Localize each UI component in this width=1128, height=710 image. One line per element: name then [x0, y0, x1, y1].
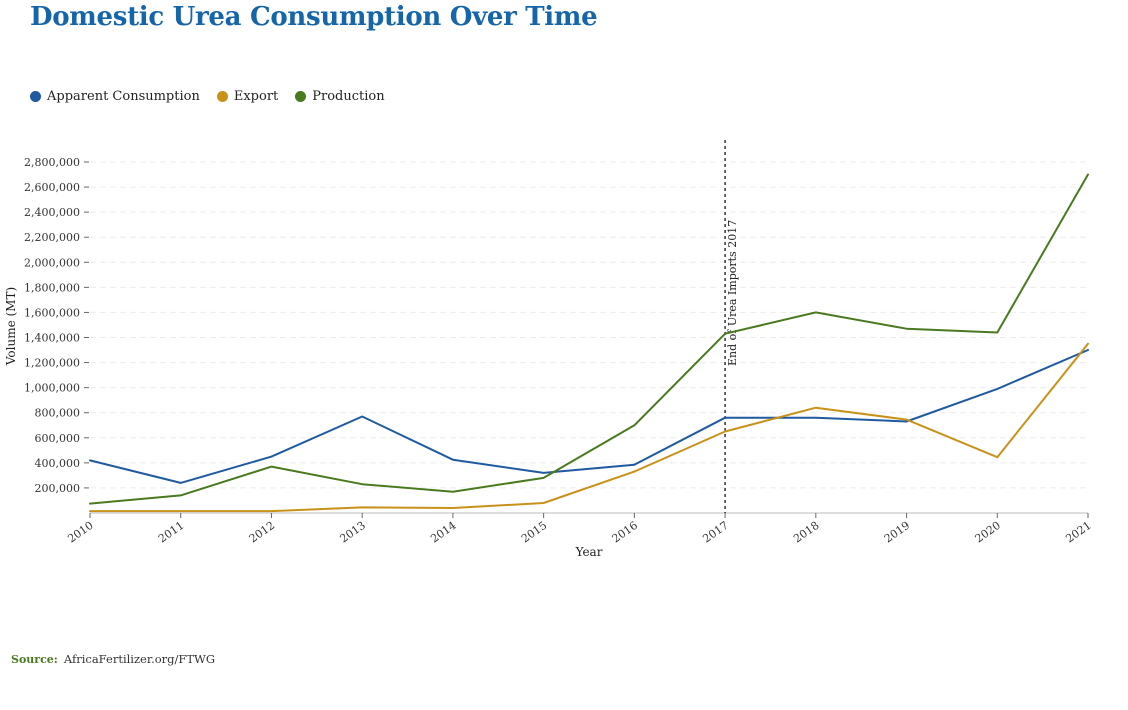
chart-title: Domestic Urea Consumption Over Time	[30, 2, 598, 32]
y-tick-label: 1,000,000	[24, 382, 80, 395]
legend-label-export: Export	[233, 89, 279, 104]
x-axis-label: Year	[575, 545, 603, 559]
y-tick-label: 2,000,000	[24, 256, 80, 269]
y-tick-label: 1,800,000	[24, 281, 80, 294]
x-tick-label: 2016	[610, 519, 640, 546]
x-tick-label: 2010	[65, 519, 95, 546]
y-axis-label: Volume (MT)	[4, 287, 18, 366]
y-tick-label: 2,600,000	[24, 181, 80, 194]
x-tick-label: 2019	[882, 519, 912, 546]
y-tick-label: 2,800,000	[24, 156, 80, 169]
x-tick-label: 2017	[700, 519, 730, 546]
series-line-apparent-consumption[interactable]	[89, 349, 1089, 484]
legend-dot-apparent-consumption	[30, 91, 41, 102]
legend-dot-production	[295, 91, 307, 102]
grid-layer	[90, 161, 1088, 489]
x-tick-label: 2011	[156, 519, 186, 546]
line-chart: 200,000 400,000 600,000 800,000 1,000,000 1,2…	[4, 140, 1094, 559]
x-tick-label: 2018	[791, 519, 821, 546]
x-tick-label: 2014	[428, 519, 458, 546]
x-tick-label: 2012	[247, 519, 277, 546]
series-layer	[89, 173, 1089, 513]
y-tick-label: 200,000	[35, 482, 81, 495]
y-tick-label: 600,000	[35, 432, 81, 445]
y-tick-label: 1,400,000	[24, 332, 80, 345]
legend-label-apparent-consumption: Apparent Consumption	[47, 89, 200, 104]
source-note: Source: AfricaFertilizer.org/FTWG	[11, 652, 215, 666]
x-tick-label: 2021	[1063, 519, 1093, 546]
legend-item-apparent-consumption[interactable]: Apparent Consumption	[30, 89, 200, 104]
axis-layer: 200,000 400,000 600,000 800,000 1,000,000 1,2…	[24, 156, 1094, 546]
series-line-export[interactable]	[89, 342, 1089, 513]
annotation-label: End of Urea Imports 2017	[726, 220, 739, 366]
x-tick-label: 2015	[519, 519, 549, 546]
x-tick-label: 2013	[338, 519, 368, 546]
annotation-layer: End of Urea Imports 2017	[724, 140, 739, 513]
series-line-production[interactable]	[89, 173, 1089, 505]
x-tick-label: 2020	[973, 519, 1003, 546]
y-tick-label: 1,600,000	[24, 306, 80, 319]
y-tick-label: 2,400,000	[24, 206, 80, 219]
legend-item-export[interactable]: Export	[216, 89, 279, 104]
y-tick-label: 1,200,000	[24, 357, 80, 370]
y-tick-label: 400,000	[35, 457, 81, 470]
y-tick-label: 800,000	[35, 407, 81, 420]
legend-label-production: Production	[312, 89, 385, 104]
y-tick-label: 2,200,000	[24, 231, 80, 244]
source-text: AfricaFertilizer.org/FTWG	[63, 652, 216, 666]
source-label: Source:	[11, 653, 58, 666]
legend-dot-export	[216, 91, 228, 102]
chart-legend: Apparent Consumption Export Production	[30, 89, 402, 104]
legend-item-production[interactable]: Production	[295, 89, 385, 104]
